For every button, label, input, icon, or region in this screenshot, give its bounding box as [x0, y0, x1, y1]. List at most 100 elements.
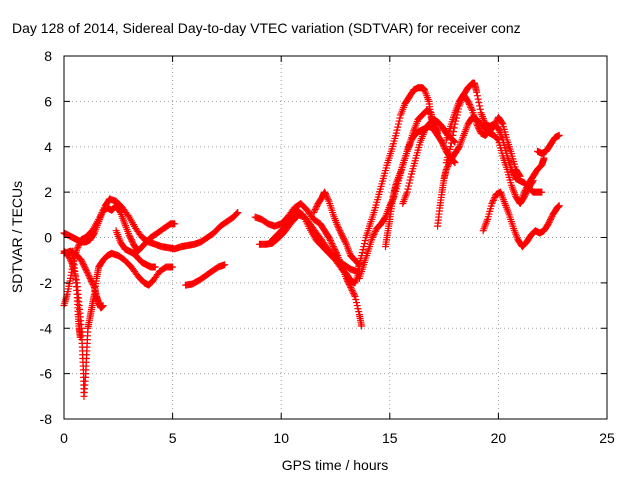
data-point	[360, 240, 368, 248]
data-point	[490, 195, 498, 203]
data-point	[516, 172, 524, 180]
data-point	[465, 100, 473, 108]
data-point	[515, 171, 523, 179]
y-tick-label: -6	[40, 366, 53, 382]
data-point	[368, 234, 376, 241]
x-tick-label: 20	[491, 430, 507, 446]
data-point	[473, 120, 481, 128]
data-point	[86, 274, 94, 282]
data-point	[335, 225, 343, 233]
data-series	[182, 261, 229, 289]
data-point	[450, 124, 458, 132]
data-point	[439, 141, 447, 149]
data-point	[80, 261, 88, 269]
data-point	[76, 333, 84, 341]
data-point	[492, 119, 500, 127]
data-point	[127, 234, 135, 242]
data-point	[473, 92, 481, 100]
data-point	[371, 227, 379, 235]
data-point	[337, 228, 345, 236]
data-point	[327, 238, 335, 246]
y-tick-label: 0	[44, 230, 52, 246]
data-point	[547, 214, 555, 222]
data-point	[339, 234, 347, 242]
data-point	[352, 296, 360, 304]
data-point	[371, 229, 379, 237]
data-point	[324, 194, 332, 202]
data-point	[489, 198, 497, 206]
data-point	[474, 95, 482, 103]
data-point	[340, 236, 348, 244]
data-point	[369, 232, 377, 240]
data-point	[475, 125, 483, 133]
data-point	[451, 159, 459, 167]
data-point	[313, 202, 321, 210]
data-point	[455, 144, 463, 152]
data-point	[321, 188, 329, 196]
data-point	[328, 240, 336, 248]
data-series	[69, 247, 84, 341]
data-point	[334, 222, 342, 230]
data-point	[448, 135, 456, 143]
data-point	[466, 102, 474, 110]
data-point	[350, 291, 358, 299]
data-point	[81, 264, 89, 272]
data-point	[347, 285, 355, 293]
data-point	[396, 114, 404, 122]
data-point	[351, 292, 359, 300]
data-point	[341, 237, 349, 245]
data-point	[310, 209, 318, 217]
data-series	[442, 91, 524, 180]
data-point	[473, 122, 481, 130]
data-points	[60, 79, 563, 400]
data-point	[125, 231, 133, 239]
data-point	[326, 235, 334, 243]
data-point	[353, 302, 361, 310]
data-point	[393, 126, 401, 134]
data-point	[464, 97, 472, 105]
data-point	[523, 182, 531, 190]
data-point	[403, 188, 411, 196]
y-tick-label: -8	[40, 411, 53, 427]
data-point	[491, 121, 499, 129]
data-point	[336, 227, 344, 235]
data-point	[433, 126, 441, 134]
x-tick-label: 5	[169, 430, 177, 446]
data-point	[85, 271, 93, 279]
data-point	[332, 247, 339, 255]
data-point	[555, 131, 563, 139]
data-point	[78, 258, 86, 266]
data-point	[348, 286, 356, 294]
data-point	[326, 237, 334, 245]
data-point	[438, 138, 446, 146]
data-point	[337, 230, 345, 238]
x-tick-label: 10	[273, 430, 289, 446]
y-tick-label: -2	[40, 275, 53, 291]
data-series	[353, 84, 442, 276]
y-tick-label: 8	[44, 48, 52, 64]
data-point	[392, 129, 400, 137]
data-series	[516, 154, 548, 207]
data-point	[450, 128, 458, 136]
data-point	[352, 299, 360, 307]
data-point	[151, 263, 159, 271]
data-point	[555, 202, 563, 210]
data-point	[323, 193, 331, 201]
data-point	[444, 162, 452, 170]
data-point	[234, 209, 242, 217]
data-point	[334, 224, 342, 232]
data-point	[358, 249, 366, 257]
data-point	[394, 123, 402, 131]
data-point	[465, 99, 473, 107]
data-point	[488, 199, 496, 207]
data-point	[232, 210, 240, 218]
data-point	[311, 206, 319, 214]
y-axis-label: SDTVAR / TECUs	[9, 181, 25, 293]
data-point	[447, 143, 455, 151]
data-point	[339, 233, 347, 241]
data-point	[330, 244, 338, 252]
data-point	[445, 159, 453, 167]
data-series	[310, 188, 363, 269]
chart-title: Day 128 of 2014, Sidereal Day-to-day VTE…	[12, 20, 521, 36]
data-point	[475, 99, 483, 107]
